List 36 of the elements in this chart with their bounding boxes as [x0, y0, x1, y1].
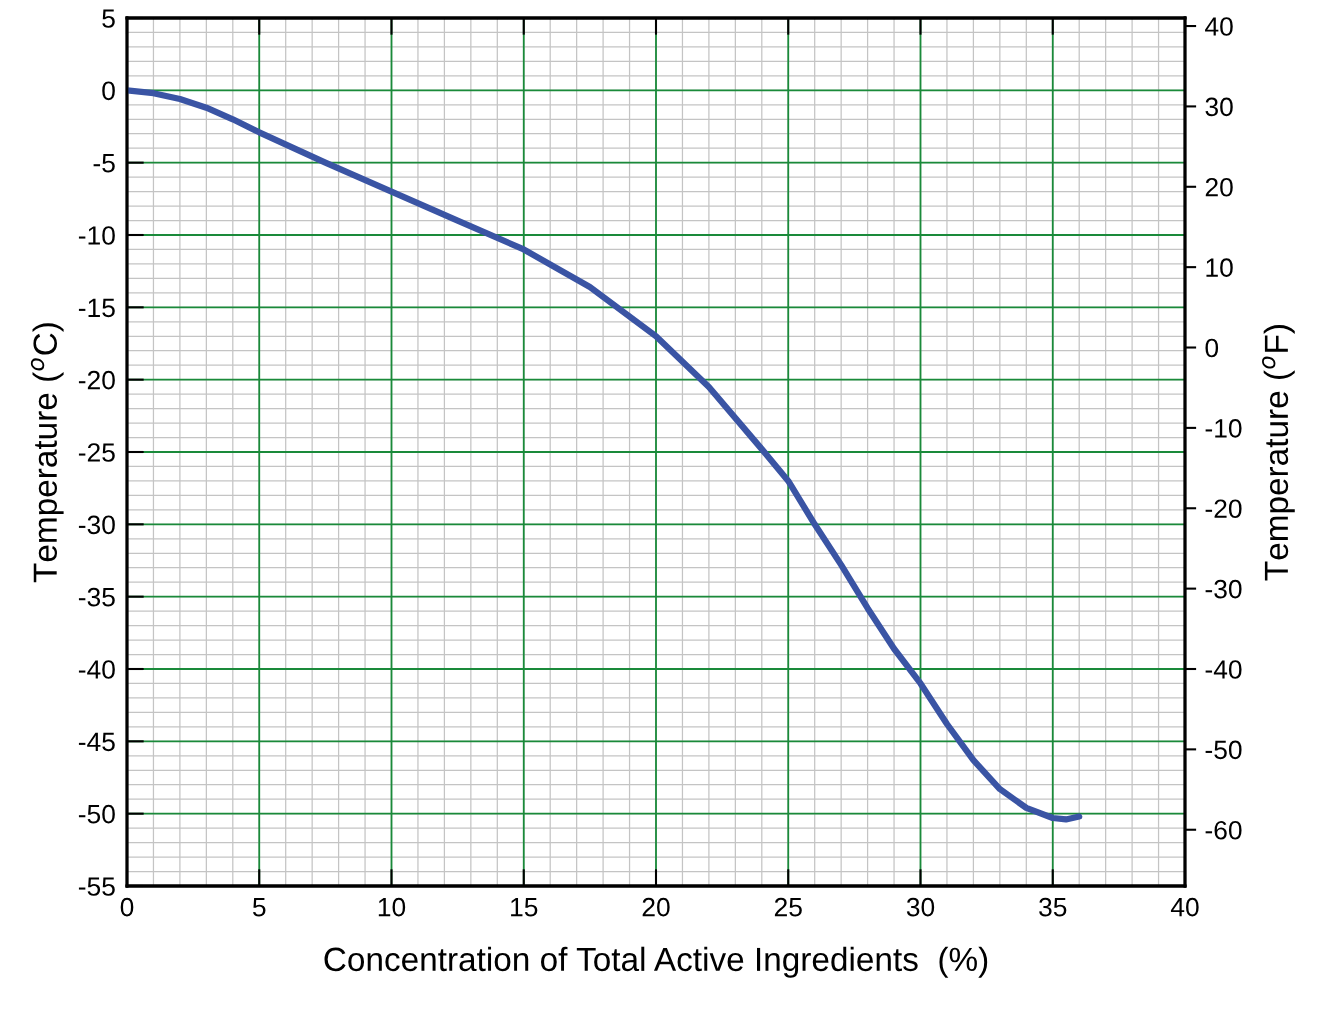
x-tick-label: 20	[642, 897, 670, 917]
y-tick-label: -55	[78, 877, 115, 896]
y2-tick-label: 40	[1205, 17, 1233, 36]
y-tick-label: -5	[93, 154, 115, 173]
x-tick-label: 25	[774, 897, 802, 917]
x-tick-label: 40	[1170, 897, 1199, 917]
y-tick-label: -20	[78, 370, 115, 390]
y2-axis-title: Temperature ($^{o}$F)	[1262, 325, 1295, 581]
y-tick-label: 5	[102, 9, 115, 28]
y-tick-label: -30	[78, 515, 115, 535]
y-axis-title: Temperature ($^{o}$C)	[30, 323, 64, 583]
x-tick-label: 0	[120, 897, 134, 917]
y2-tick-label: 20	[1205, 177, 1233, 197]
y2-tick-label: -20	[1205, 499, 1242, 519]
y2-tick-label: 30	[1205, 97, 1233, 117]
y-tick-label: 0	[102, 81, 115, 101]
y-tick-label: -10	[78, 226, 115, 245]
x-tick-label: 15	[511, 898, 538, 917]
x-tick-label: 10	[378, 897, 406, 917]
y2-tick-label: -10	[1205, 419, 1242, 438]
y2-tick-label: -40	[1205, 660, 1242, 679]
y-tick-label: -35	[78, 587, 115, 607]
y2-tick-label: 0	[1205, 338, 1219, 358]
x-tick-label: 5	[252, 898, 266, 917]
y-tick-label: -15	[78, 298, 115, 318]
y-tick-label: -50	[78, 804, 115, 824]
x-axis-title: Concentration of Total Active Ingredients (%)	[324, 946, 988, 978]
y-tick-label: -25	[78, 443, 115, 462]
y-tick-label: -45	[78, 732, 115, 752]
y2-tick-label: -60	[1205, 820, 1242, 840]
x-tick-label: 35	[1039, 897, 1067, 917]
y2-tick-label: -50	[1205, 740, 1242, 760]
x-tick-label: 30	[906, 897, 935, 917]
y-tick-label: -40	[78, 660, 115, 679]
y2-tick-label: 10	[1206, 258, 1233, 277]
y2-tick-label: -30	[1205, 579, 1242, 599]
